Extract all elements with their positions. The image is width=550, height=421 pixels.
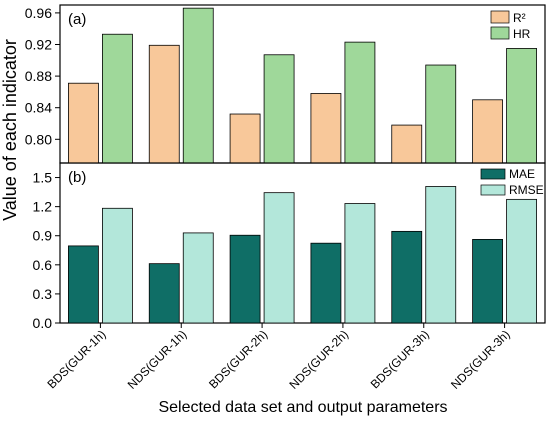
bar-hr-6 xyxy=(506,48,537,164)
x-tick-label: NDS(GUR-2h) xyxy=(286,327,351,392)
y-tick-label: 0.96 xyxy=(25,5,52,21)
legend-label-1: MAE xyxy=(509,167,535,181)
bar-r-4 xyxy=(310,93,342,164)
y-tick-label: 0.92 xyxy=(25,37,52,53)
x-tick-label: BDS(GUR-2h) xyxy=(206,327,270,391)
bar-hr-2 xyxy=(182,7,214,164)
y-tick-label: 1.2 xyxy=(33,199,53,215)
bar-hr-4 xyxy=(344,41,376,164)
bar-rmse-6 xyxy=(506,198,537,324)
bar-mae-3 xyxy=(229,234,261,324)
panel-label: (b) xyxy=(68,169,86,186)
legend-swatch-1 xyxy=(480,168,506,180)
y-tick-label: 0.6 xyxy=(33,257,53,273)
bar-r-6 xyxy=(472,99,503,164)
bar-rmse-2 xyxy=(182,232,214,324)
y-tick-label: 0.0 xyxy=(33,315,53,331)
x-tick-label: BDS(GUR-1h) xyxy=(44,327,108,391)
bar-r-2 xyxy=(148,44,180,164)
legend-label-2: RMSE xyxy=(509,183,544,197)
bar-mae-6 xyxy=(472,239,503,324)
y-tick-label: 0.88 xyxy=(25,68,52,84)
legend-swatch-2 xyxy=(490,26,510,40)
bar-mae-1 xyxy=(68,245,99,324)
y-tick-label: 1.5 xyxy=(33,170,53,186)
y-axis-label: Value of each indicator xyxy=(0,39,20,221)
bar-hr-5 xyxy=(425,64,457,164)
x-tick-label: NDS(GUR-3h) xyxy=(448,327,513,392)
legend-label-2: HR xyxy=(513,27,531,41)
legend-swatch-1 xyxy=(490,10,510,24)
y-tick-label: 0.9 xyxy=(33,228,53,244)
x-tick-label: BDS(GUR-3h) xyxy=(368,327,432,391)
panel-label: (a) xyxy=(68,11,86,28)
bar-rmse-5 xyxy=(425,186,457,324)
bar-hr-1 xyxy=(102,33,133,164)
bar-hr-3 xyxy=(263,54,295,164)
bar-rmse-1 xyxy=(102,207,133,324)
bar-mae-2 xyxy=(148,263,180,324)
legend-swatch-2 xyxy=(480,184,506,196)
bar-rmse-3 xyxy=(263,192,295,324)
plot-frame xyxy=(59,162,546,324)
legend-label-1: R² xyxy=(513,11,526,25)
bar-r-5 xyxy=(391,124,423,164)
bar-r-1 xyxy=(68,82,99,164)
bar-mae-4 xyxy=(310,242,342,324)
bar-r-3 xyxy=(229,113,261,164)
bar-mae-5 xyxy=(391,230,423,324)
y-tick-label: 0.3 xyxy=(33,286,53,302)
panel-a: 0.80 0.84 0.88 0.92 0.96 (a) R² HR xyxy=(25,4,546,164)
panel-b: 0.0 0.3 0.6 0.9 1.2 1.5 (b) MAE RMSE xyxy=(33,162,546,331)
y-tick-label: 0.84 xyxy=(25,100,52,116)
x-axis-label: Selected data set and output parameters xyxy=(158,399,447,416)
bar-rmse-4 xyxy=(344,203,376,324)
x-tick-label: NDS(GUR-1h) xyxy=(125,327,190,392)
y-tick-label: 0.80 xyxy=(25,131,52,147)
